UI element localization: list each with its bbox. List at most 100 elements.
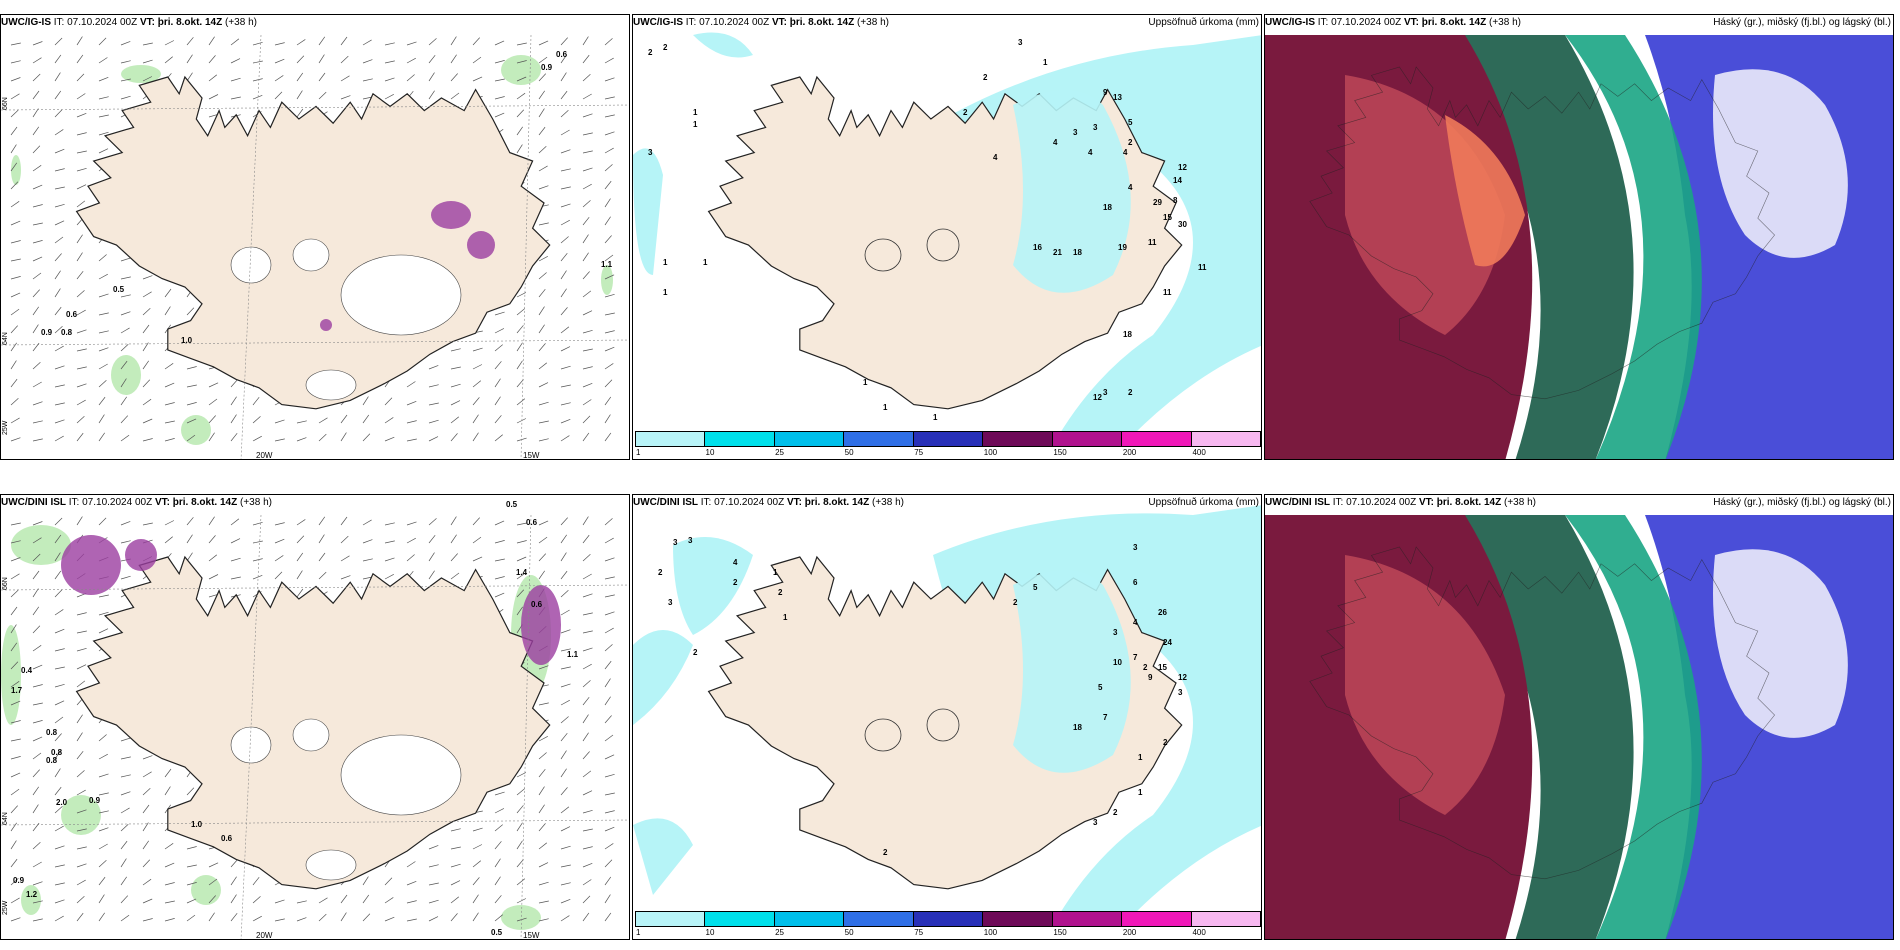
wind-barb	[560, 168, 571, 172]
wind-barb	[142, 42, 153, 46]
wind-barb	[318, 36, 326, 46]
wind-barb	[582, 167, 593, 172]
precip-value-label: 2	[1163, 738, 1168, 747]
wind-barb	[604, 678, 611, 688]
longitude-line	[520, 514, 532, 939]
wind-barb	[472, 76, 483, 82]
wind-barb	[604, 432, 612, 442]
wind-barb	[604, 216, 611, 226]
wind-barb	[560, 864, 571, 868]
wind-barb	[494, 60, 505, 64]
wind-barb	[32, 145, 41, 154]
wind-barb	[582, 252, 589, 262]
precip-value-label: 1	[663, 258, 668, 267]
precip-value-label: 1	[703, 258, 708, 267]
wind-barb	[10, 109, 19, 118]
colorbar-swatch	[1191, 912, 1260, 926]
precip-value-label: 16	[1033, 243, 1042, 252]
precip-value-label: 11	[1198, 263, 1207, 272]
vt-label: VT:	[784, 497, 805, 508]
wind-barb	[98, 347, 109, 352]
wind-barb	[406, 880, 417, 886]
glacier-outline	[864, 238, 902, 272]
wind-barb	[582, 54, 590, 64]
wind-barb	[494, 876, 501, 886]
precip-patch	[111, 355, 141, 395]
wind-barb	[560, 129, 570, 136]
wind-barb	[582, 93, 592, 100]
wind-barb	[32, 918, 43, 922]
lead-time: (+38 h)	[237, 497, 272, 508]
wind-barb	[208, 862, 219, 868]
wind-barb	[428, 552, 435, 562]
precip-value-label: 4	[1123, 148, 1128, 157]
wind-barb	[582, 809, 593, 814]
wind-barb	[76, 630, 87, 634]
wind-barb	[362, 59, 373, 64]
wind-barb	[142, 771, 152, 778]
wind-barb	[120, 327, 130, 334]
colorbar-swatch	[774, 912, 845, 926]
vt-label: VT:	[137, 17, 158, 28]
wind-barb	[54, 552, 61, 562]
wind-barb	[560, 629, 571, 634]
wind-barb	[76, 647, 87, 652]
wind-barb	[494, 895, 502, 904]
precip-value-label: 2	[883, 848, 888, 857]
wind-barb	[296, 588, 304, 598]
wind-barb	[384, 916, 395, 922]
wind-barb	[230, 396, 237, 406]
init-time: 07.10.2024 00Z	[714, 497, 785, 508]
wind-barb	[560, 270, 567, 280]
wind-barb	[560, 517, 568, 526]
wind-barb	[450, 433, 458, 442]
wind-barb	[54, 628, 65, 634]
wind-barb	[538, 520, 549, 526]
wind-barb	[120, 60, 131, 64]
wind-barb	[582, 271, 590, 280]
wind-barb	[296, 552, 304, 562]
wind-barb	[604, 611, 615, 616]
precip-value-label: 7	[1103, 713, 1108, 722]
wind-barb	[538, 842, 548, 850]
lon-label: 15W	[523, 931, 540, 940]
wind-barb	[604, 894, 611, 904]
wind-barb	[54, 570, 62, 580]
wind-barb	[560, 307, 568, 316]
wind-barb	[54, 882, 65, 886]
precip-value-label: 2	[648, 48, 653, 57]
wind-value-label: 1.0	[191, 820, 203, 829]
precip-patch	[501, 55, 541, 85]
wind-barb	[98, 432, 105, 442]
wind-barb	[472, 912, 479, 922]
precip-value-label: 3	[673, 538, 678, 547]
wind-barb	[32, 256, 43, 262]
wind-barb	[538, 56, 548, 64]
wind-barb	[318, 897, 328, 904]
precip-patch	[1, 625, 21, 725]
wind-barb	[208, 878, 218, 886]
wind-barb	[142, 291, 152, 298]
wind-barb	[32, 842, 41, 850]
model-label: UWC/DINI ISL	[633, 497, 698, 508]
wind-barb	[274, 918, 285, 922]
wind-barb	[32, 702, 43, 706]
wind-barb	[32, 438, 43, 442]
wind-barb	[252, 915, 262, 922]
colorbar-swatch	[1122, 432, 1192, 446]
wind-barb	[54, 402, 65, 406]
wind-barb	[186, 384, 197, 388]
wind-barb	[274, 438, 285, 442]
wind-barb	[54, 203, 65, 208]
wind-barb	[406, 918, 417, 922]
precip-value-label: 1	[1138, 753, 1143, 762]
wind-barb	[604, 396, 612, 406]
wind-barb	[538, 438, 549, 442]
wind-barb	[604, 379, 613, 388]
vt-label: VT:	[769, 17, 790, 28]
wind-barb	[560, 54, 567, 64]
wind-barb	[582, 132, 593, 136]
wind-barb	[494, 328, 505, 334]
colorbar-label: 200	[1122, 928, 1137, 937]
wind-barb	[340, 535, 349, 544]
